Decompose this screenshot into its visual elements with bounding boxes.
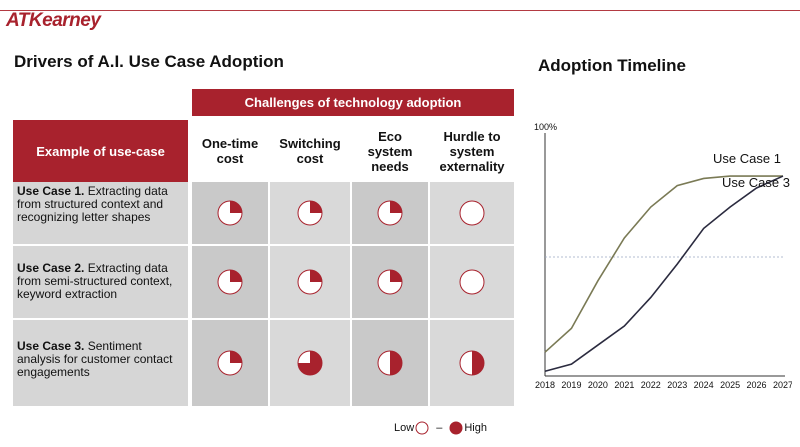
harvey-ball-icon (459, 200, 485, 226)
column-header-one-time-cost: One-time cost (201, 136, 259, 166)
column-header-eco-system-needs: Eco system needs (367, 128, 413, 174)
x-tick-label: 2026 (747, 380, 767, 390)
adoption-timeline-chart: 100% 2018 2019 2020 2021 2022 2023 2024 2025 2026… (534, 122, 792, 390)
row-description: Extracting data from structured context … (17, 184, 168, 224)
harvey-ball-icon (217, 350, 243, 376)
legend-low-harvey-ball-icon (415, 421, 429, 435)
harvey-cell (270, 246, 350, 318)
example-header: Example of use-case (13, 120, 188, 182)
x-tick-label: 2020 (588, 380, 608, 390)
harvey-cell (430, 320, 514, 406)
row-label-use-case-1: Use Case 1. Extracting data from structu… (13, 182, 188, 244)
harvey-ball-icon (377, 269, 403, 295)
chart-title: Adoption Timeline (538, 56, 686, 75)
series-line-1 (544, 175, 783, 353)
x-tick-label: 2025 (720, 380, 740, 390)
legend: Low – High (394, 421, 487, 435)
harvey-cell (430, 182, 514, 244)
row-title: Use Case 2. (17, 261, 85, 275)
x-tick-label: 2024 (694, 380, 714, 390)
row-description: Extracting data from semi-structured con… (17, 261, 173, 301)
harvey-cell (270, 182, 350, 244)
harvey-ball-icon (297, 269, 323, 295)
legend-low-label: Low (394, 422, 415, 434)
x-tick-label: 2027 (773, 380, 792, 390)
harvey-cell (352, 246, 428, 318)
x-tick-label: 2019 (561, 380, 581, 390)
row-label-use-case-3: Use Case 3. Sentiment analysis for custo… (13, 320, 188, 406)
row-title: Use Case 3. (17, 339, 85, 353)
left-title: Drivers of A.I. Use Case Adoption (14, 52, 284, 71)
harvey-ball-icon (297, 200, 323, 226)
harvey-ball-icon (297, 350, 323, 376)
row-title: Use Case 1. (17, 184, 85, 198)
legend-high-label: High (464, 422, 487, 434)
harvey-cell (352, 182, 428, 244)
harvey-cell (192, 182, 268, 244)
row-description: Sentiment analysis for customer contact … (17, 339, 173, 379)
harvey-cell (192, 246, 268, 318)
harvey-ball-icon (459, 350, 485, 376)
legend-dash: – (436, 422, 443, 434)
harvey-ball-icon (217, 200, 243, 226)
y-axis-top-label: 100% (534, 122, 557, 132)
harvey-ball-icon (377, 350, 403, 376)
harvey-cell (192, 320, 268, 406)
atkearney-logo: ATKearney (6, 10, 101, 31)
x-tick-label: 2021 (614, 380, 634, 390)
series-line-2 (544, 175, 784, 373)
legend-high-harvey-ball-icon (449, 421, 463, 435)
x-tick-label: 2018 (535, 380, 555, 390)
x-tick-label: 2022 (641, 380, 661, 390)
header-rule (0, 10, 800, 11)
harvey-cell (270, 320, 350, 406)
harvey-cell (352, 320, 428, 406)
challenges-header: Challenges of technology adoption (192, 89, 514, 116)
row-label-use-case-2: Use Case 2. Extracting data from semi-st… (13, 246, 188, 318)
column-header-switching-cost: Switching cost (279, 136, 341, 166)
harvey-ball-icon (459, 269, 485, 295)
series-label-use-case-1: Use Case 1 (713, 151, 781, 166)
harvey-ball-icon (377, 200, 403, 226)
series-label-use-case-3: Use Case 3 (722, 175, 790, 190)
harvey-ball-icon (217, 269, 243, 295)
harvey-cell (430, 246, 514, 318)
column-header-hurdle-externality: Hurdle to system externality (439, 128, 505, 174)
x-tick-label: 2023 (667, 380, 687, 390)
